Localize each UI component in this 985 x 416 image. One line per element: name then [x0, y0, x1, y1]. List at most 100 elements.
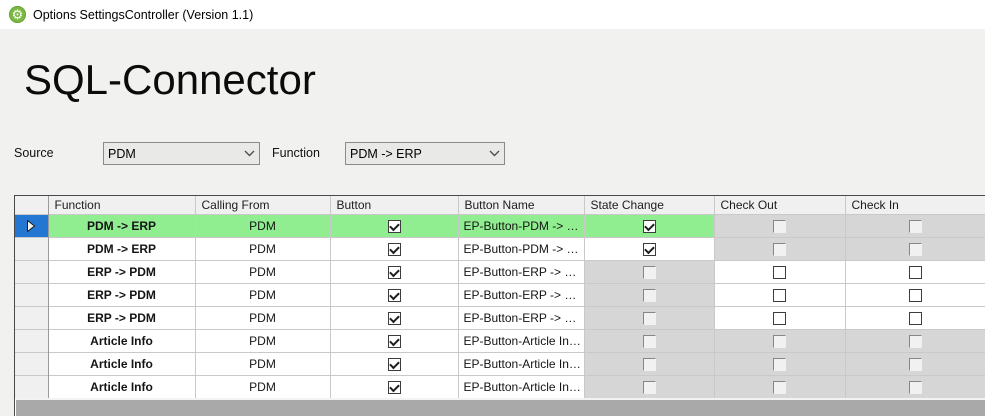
column-header-function[interactable]: Function [47, 196, 195, 215]
cell-check_out [713, 329, 845, 353]
column-header-check_out[interactable]: Check Out [713, 196, 845, 215]
row-selector-cell[interactable] [15, 329, 49, 353]
button-checkbox[interactable] [387, 243, 401, 257]
check-out-checkbox[interactable] [773, 312, 786, 326]
cell-function[interactable]: ERP -> PDM [47, 306, 195, 330]
cell-function[interactable]: PDM -> ERP [47, 237, 195, 261]
column-header-state_change[interactable]: State Change [583, 196, 714, 215]
cell-button_name[interactable]: EP-Button-Article Info-... [457, 329, 584, 353]
column-header-check_in[interactable]: Check In [844, 196, 985, 215]
cell-check_in [844, 352, 985, 376]
button-checkbox[interactable] [387, 312, 401, 326]
cell-state_change [583, 329, 714, 353]
check-in-checkbox[interactable] [909, 312, 923, 326]
row-selector-cell[interactable] [15, 237, 49, 261]
check-out-checkbox[interactable] [773, 289, 786, 303]
settings-data-grid: Function Calling From Button Button Name Sta… [14, 195, 985, 416]
cell-button_name[interactable]: EP-Button-Article Info-... [457, 375, 584, 398]
state-change-checkbox[interactable] [642, 243, 656, 257]
cell-calling_from[interactable]: PDM [194, 329, 330, 353]
cell-calling_from[interactable]: PDM [194, 214, 330, 238]
state-change-checkbox [642, 335, 656, 349]
cell-state_change [583, 306, 714, 330]
column-header-button[interactable]: Button [329, 196, 458, 215]
button-checkbox[interactable] [387, 381, 401, 395]
function-label: Function [272, 146, 320, 160]
cell-calling_from[interactable]: PDM [194, 352, 330, 376]
check-in-checkbox [909, 243, 923, 257]
cell-function[interactable]: Article Info [47, 375, 195, 398]
cell-function[interactable]: ERP -> PDM [47, 283, 195, 307]
column-header-button_name[interactable]: Button Name [457, 196, 584, 215]
cell-function[interactable]: ERP -> PDM [47, 260, 195, 284]
cell-button_name[interactable]: EP-Button-PDM -> ER... [457, 214, 584, 238]
button-checkbox[interactable] [387, 289, 401, 303]
chevron-down-icon [484, 150, 504, 157]
cell-check_out [713, 283, 845, 307]
column-header-calling_from[interactable]: Calling From [194, 196, 330, 215]
cell-check_out [713, 352, 845, 376]
cell-button_name[interactable]: EP-Button-ERP -> PD... [457, 283, 584, 307]
cell-check_out [713, 306, 845, 330]
horizontal-scrollbar[interactable] [16, 398, 985, 416]
table-row: ERP -> PDM PDM EP-Button-ERP -> PD... [15, 306, 985, 330]
cell-check_in [844, 260, 985, 284]
cell-function[interactable]: PDM -> ERP [47, 214, 195, 238]
function-dropdown[interactable]: PDM -> ERP [345, 142, 505, 165]
grid-header-row: Function Calling From Button Button Name Sta… [15, 196, 985, 215]
table-row: ERP -> PDM PDM EP-Button-ERP -> PD... [15, 260, 985, 284]
row-selector-cell[interactable] [15, 283, 49, 307]
cell-calling_from[interactable]: PDM [194, 306, 330, 330]
cell-function[interactable]: Article Info [47, 329, 195, 353]
button-checkbox[interactable] [387, 358, 401, 372]
source-dropdown[interactable]: PDM [103, 142, 260, 165]
check-in-checkbox[interactable] [909, 289, 923, 303]
row-selector-header[interactable] [15, 196, 49, 215]
row-selector-cell[interactable] [15, 352, 49, 376]
button-checkbox[interactable] [387, 220, 401, 234]
check-out-checkbox[interactable] [773, 266, 786, 280]
state-change-checkbox[interactable] [642, 220, 656, 234]
cell-state_change [583, 260, 714, 284]
data-grid-table: Function Calling From Button Button Name Sta… [15, 196, 985, 398]
table-row: Article Info PDM EP-Button-Article Info-..… [15, 352, 985, 376]
current-row-arrow-icon [27, 220, 36, 232]
cell-check_in [844, 329, 985, 353]
cell-button_name[interactable]: EP-Button-Article Info-... [457, 352, 584, 376]
cell-button [329, 283, 458, 307]
check-in-checkbox [909, 381, 923, 395]
row-selector-cell[interactable] [15, 260, 49, 284]
cell-check_in [844, 237, 985, 261]
check-in-checkbox[interactable] [909, 266, 923, 280]
cell-calling_from[interactable]: PDM [194, 375, 330, 398]
state-change-checkbox [642, 266, 656, 280]
cell-button [329, 237, 458, 261]
state-change-checkbox [642, 381, 656, 395]
table-row: ERP -> PDM PDM EP-Button-ERP -> PD... [15, 283, 985, 307]
row-selector-cell[interactable] [15, 375, 49, 398]
cell-state_change [583, 237, 714, 261]
table-row: Article Info PDM EP-Button-Article Info-..… [15, 375, 985, 398]
row-selector-cell[interactable] [15, 214, 49, 238]
cell-state_change [583, 375, 714, 398]
table-row: PDM -> ERP PDM EP-Button-PDM -> ER... [15, 237, 985, 261]
cell-calling_from[interactable]: PDM [194, 283, 330, 307]
source-dropdown-value: PDM [108, 146, 136, 161]
cell-calling_from[interactable]: PDM [194, 260, 330, 284]
button-checkbox[interactable] [387, 266, 401, 280]
chevron-down-icon [239, 150, 259, 157]
cell-state_change [583, 283, 714, 307]
cell-calling_from[interactable]: PDM [194, 237, 330, 261]
state-change-checkbox [642, 312, 656, 326]
row-selector-cell[interactable] [15, 306, 49, 330]
cell-state_change [583, 352, 714, 376]
cell-button_name[interactable]: EP-Button-ERP -> PD... [457, 260, 584, 284]
cell-function[interactable]: Article Info [47, 352, 195, 376]
cell-button_name[interactable]: EP-Button-ERP -> PD... [457, 306, 584, 330]
cell-button_name[interactable]: EP-Button-PDM -> ER... [457, 237, 584, 261]
button-checkbox[interactable] [387, 335, 401, 349]
check-in-checkbox [909, 335, 923, 349]
cell-button [329, 260, 458, 284]
check-out-checkbox [773, 243, 786, 257]
window-titlebar: ⚙ Options SettingsController (Version 1.… [0, 0, 985, 29]
